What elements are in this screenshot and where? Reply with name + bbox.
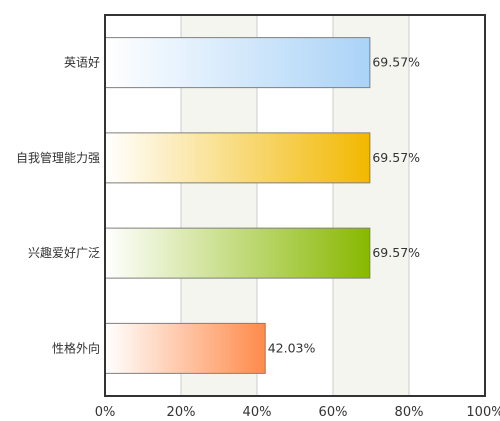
x-tick-label-60: 60% xyxy=(319,405,348,420)
x-tick-label-80: 80% xyxy=(395,405,424,420)
bar-1 xyxy=(105,132,371,184)
x-tick-label-20: 20% xyxy=(167,405,196,420)
axes xyxy=(104,14,486,397)
value-label-2: 69.57% xyxy=(372,245,420,260)
labels: 英语好 69.57% 自我管理能力强 69.57% 兴趣爱好广泛 69.57% 性格外向 42… xyxy=(16,55,500,420)
bar-2 xyxy=(105,227,371,279)
plot-band-4 xyxy=(409,15,485,396)
x-tick-label-100: 100% xyxy=(466,405,500,420)
x-tick-label-0: 0% xyxy=(95,405,116,420)
value-label-0: 69.57% xyxy=(372,55,420,70)
category-label-1: 自我管理能力强 xyxy=(16,150,100,165)
plot-frame xyxy=(104,14,486,397)
bar-3 xyxy=(105,322,266,374)
category-label-3: 性格外向 xyxy=(52,340,100,355)
x-tick-label-40: 40% xyxy=(243,405,272,420)
category-label-2: 兴趣爱好广泛 xyxy=(28,245,100,260)
value-label-1: 69.57% xyxy=(372,150,420,165)
bars xyxy=(105,37,371,374)
bar-0 xyxy=(105,37,371,89)
value-label-3: 42.03% xyxy=(268,340,316,355)
category-label-0: 英语好 xyxy=(64,56,100,70)
